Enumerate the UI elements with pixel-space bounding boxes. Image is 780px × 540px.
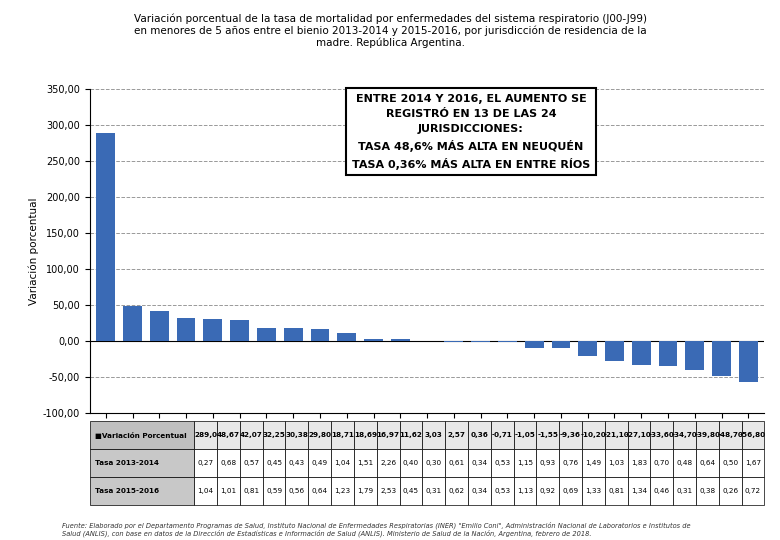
Y-axis label: Variación porcentual: Variación porcentual <box>29 197 39 305</box>
Text: Fuente: Elaborado por el Departamento Programas de Salud, Instituto Nacional de : Fuente: Elaborado por el Departamento Pr… <box>62 521 691 537</box>
Bar <box>658 341 677 366</box>
Bar <box>204 319 222 341</box>
Bar <box>230 320 249 341</box>
Bar <box>632 341 651 365</box>
Bar <box>471 341 490 342</box>
Bar <box>97 133 115 341</box>
Bar <box>605 341 624 361</box>
Bar <box>391 339 410 341</box>
Bar <box>525 341 544 348</box>
Bar <box>364 339 383 341</box>
Bar <box>123 306 142 341</box>
Bar <box>257 328 276 341</box>
Bar <box>686 341 704 370</box>
Bar <box>498 341 516 342</box>
Bar <box>712 341 731 376</box>
Bar <box>177 318 196 341</box>
Bar <box>578 341 597 356</box>
Text: Variación porcentual de la tasa de mortalidad por enfermedades del sistema respi: Variación porcentual de la tasa de morta… <box>133 14 647 49</box>
Bar <box>338 333 356 341</box>
Text: ENTRE 2014 Y 2016, EL AUMENTO SE
REGISTRÓ EN 13 DE LAS 24
JURISDICCIONES:
TASA 4: ENTRE 2014 Y 2016, EL AUMENTO SE REGISTR… <box>352 94 590 170</box>
Bar <box>150 311 168 341</box>
Bar <box>551 341 570 348</box>
Bar <box>310 329 329 341</box>
Bar <box>284 328 303 341</box>
Bar <box>739 341 757 382</box>
